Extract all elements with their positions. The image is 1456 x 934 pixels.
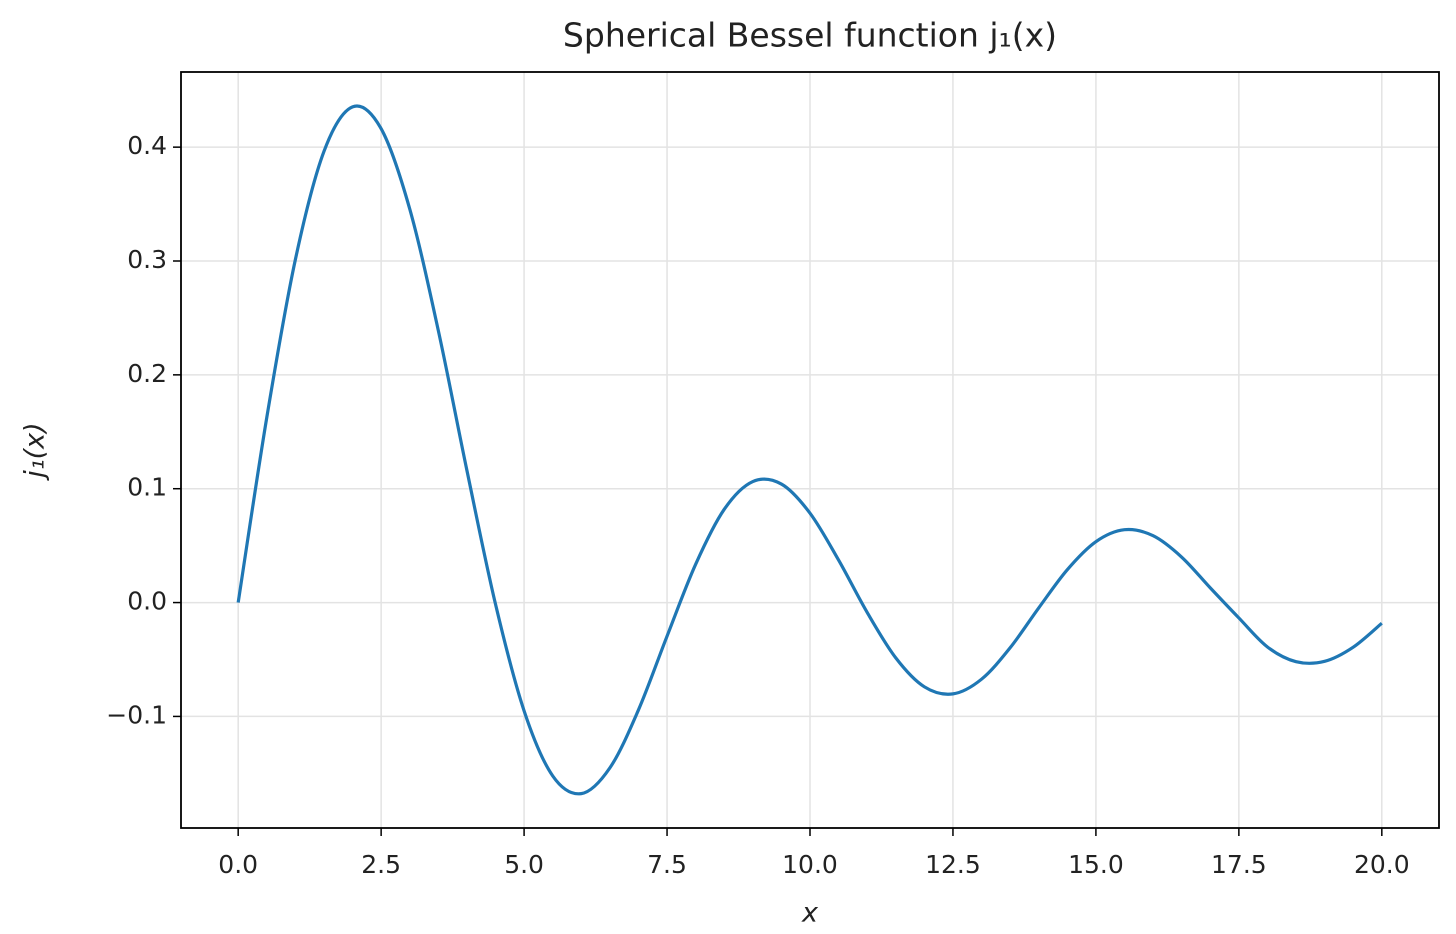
x-tick-label: 17.5 (1211, 850, 1267, 879)
x-axis-label: x (801, 898, 819, 929)
y-tick-label: 0.3 (127, 245, 167, 274)
x-tick-label: 5.0 (504, 850, 544, 879)
x-tick-label: 15.0 (1068, 850, 1124, 879)
x-tick-label: 2.5 (361, 850, 401, 879)
y-tick-label: 0.0 (127, 587, 167, 616)
y-tick-label: 0.2 (127, 359, 167, 388)
x-tick-label: 12.5 (925, 850, 981, 879)
x-tick-label: 20.0 (1354, 850, 1410, 879)
x-tick-label: 10.0 (782, 850, 838, 879)
y-tick-label: 0.1 (127, 473, 167, 502)
y-tick-label: −0.1 (106, 700, 167, 729)
line (236, 104, 1383, 796)
y-axis-label: j₁(x) (20, 422, 51, 481)
x-tick-label: 0.0 (218, 850, 258, 879)
y-tick-label: 0.4 (127, 131, 167, 160)
plot-frame (180, 71, 1440, 829)
x-tick-label: 7.5 (647, 850, 687, 879)
chart-title: Spherical Bessel function j₁(x) (563, 16, 1057, 55)
